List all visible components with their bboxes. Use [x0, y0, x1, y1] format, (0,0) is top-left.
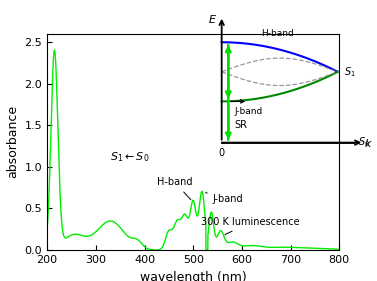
X-axis label: wavelength (nm): wavelength (nm)	[140, 271, 247, 281]
Y-axis label: absorbance: absorbance	[6, 105, 19, 178]
Text: H-band: H-band	[157, 177, 192, 200]
Text: H-band: H-band	[261, 29, 293, 38]
Text: J-band: J-band	[205, 192, 243, 204]
Text: $S_0$: $S_0$	[357, 136, 370, 149]
Text: SR: SR	[235, 120, 248, 130]
Text: $E$: $E$	[208, 13, 217, 25]
Text: $S_1\leftarrow S_0$: $S_1\leftarrow S_0$	[110, 150, 150, 164]
Text: J-band: J-band	[235, 107, 263, 116]
Text: $k$: $k$	[364, 137, 372, 149]
Text: 300 K luminescence: 300 K luminescence	[201, 217, 299, 235]
Text: $S_1$: $S_1$	[344, 65, 356, 79]
Text: 0: 0	[219, 148, 225, 158]
